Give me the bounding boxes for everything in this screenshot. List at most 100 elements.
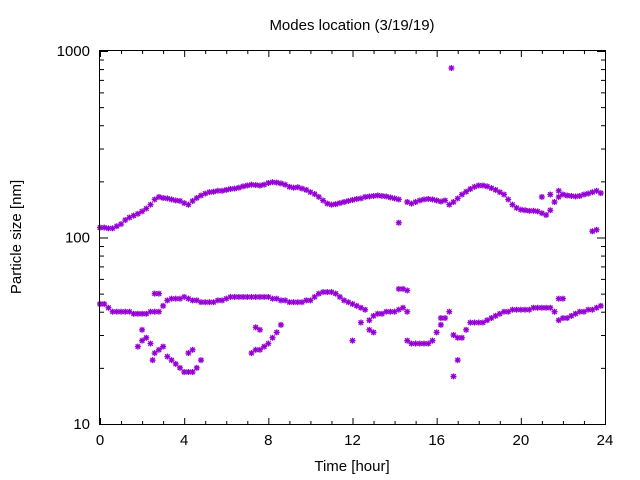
- data-point: [143, 205, 150, 212]
- data-point: [484, 317, 491, 324]
- y-tick-label: 100: [65, 230, 90, 247]
- data-point: [366, 317, 373, 324]
- data-point: [155, 193, 162, 200]
- data-point: [395, 285, 402, 292]
- data-point: [118, 221, 125, 228]
- data-point: [513, 306, 520, 313]
- data-point: [130, 310, 137, 317]
- data-point: [185, 369, 192, 376]
- data-point: [248, 350, 255, 357]
- data-point: [185, 350, 192, 357]
- data-point: [168, 196, 175, 203]
- data-point: [206, 189, 213, 196]
- y-axis-label: Particle size [nm]: [8, 180, 25, 294]
- data-point: [505, 196, 512, 203]
- data-point: [320, 197, 327, 204]
- data-point: [189, 346, 196, 353]
- data-point: [193, 364, 200, 371]
- data-point: [256, 346, 263, 353]
- data-point: [273, 329, 280, 336]
- data-point: [589, 228, 596, 235]
- data-point: [429, 196, 436, 203]
- data-point: [475, 319, 482, 326]
- data-point: [105, 304, 112, 311]
- data-point: [509, 306, 516, 313]
- data-point: [252, 324, 259, 331]
- data-point: [597, 190, 604, 197]
- data-point: [256, 326, 263, 333]
- data-point: [252, 182, 259, 189]
- data-point: [341, 297, 348, 304]
- data-point: [543, 212, 550, 219]
- data-point: [315, 193, 322, 200]
- data-point: [261, 293, 268, 300]
- data-point: [155, 290, 162, 297]
- data-point: [446, 201, 453, 208]
- data-point: [168, 357, 175, 364]
- data-point: [551, 308, 558, 315]
- data-point: [328, 201, 335, 208]
- data-point: [446, 308, 453, 315]
- data-point: [362, 193, 369, 200]
- data-point: [149, 357, 156, 364]
- data-point: [341, 199, 348, 206]
- data-point: [555, 187, 562, 194]
- data-point: [450, 332, 457, 339]
- data-point: [593, 187, 600, 194]
- data-point: [189, 369, 196, 376]
- data-point: [580, 191, 587, 198]
- data-point: [538, 304, 545, 311]
- data-point: [143, 334, 150, 341]
- data-point: [345, 197, 352, 204]
- data-point: [273, 179, 280, 186]
- data-point: [362, 306, 369, 313]
- data-point: [454, 195, 461, 202]
- data-point: [151, 196, 158, 203]
- data-point: [189, 197, 196, 204]
- data-point: [448, 65, 455, 72]
- y-tick-label: 10: [73, 416, 90, 433]
- data-point: [547, 207, 554, 214]
- x-tick-label: 24: [597, 432, 614, 449]
- data-point: [176, 364, 183, 371]
- data-point: [336, 200, 343, 207]
- data-point: [227, 293, 234, 300]
- data-point: [534, 304, 541, 311]
- data-point: [198, 357, 204, 364]
- data-point: [134, 310, 141, 317]
- data-point: [332, 290, 339, 297]
- data-point: [134, 343, 141, 350]
- data-point: [374, 310, 381, 317]
- data-point: [501, 191, 507, 198]
- x-tick-label: 16: [428, 432, 445, 449]
- x-tick-label: 12: [344, 432, 361, 449]
- data-point: [559, 295, 566, 302]
- data-point: [463, 188, 470, 195]
- data-point: [320, 289, 327, 296]
- data-point: [433, 197, 440, 204]
- data-point: [256, 182, 263, 189]
- data-point: [155, 346, 162, 353]
- chart-title: Modes location (3/19/19): [269, 17, 434, 34]
- data-point: [437, 198, 444, 205]
- data-point: [286, 299, 293, 306]
- data-point: [269, 334, 276, 341]
- data-point: [538, 193, 545, 200]
- data-point: [597, 302, 604, 309]
- data-point: [551, 199, 558, 206]
- data-point: [147, 308, 154, 315]
- data-point: [442, 315, 449, 322]
- data-point: [109, 308, 116, 315]
- data-point: [164, 353, 171, 360]
- data-point: [349, 196, 356, 203]
- data-point: [366, 326, 373, 333]
- data-point: [547, 304, 554, 311]
- data-point: [172, 360, 179, 367]
- data-point: [404, 308, 411, 315]
- data-point: [155, 308, 162, 315]
- data-point: [219, 187, 226, 194]
- data-point: [349, 337, 356, 344]
- data-point: [332, 201, 339, 208]
- data-point: [416, 197, 423, 204]
- data-point: [223, 186, 230, 193]
